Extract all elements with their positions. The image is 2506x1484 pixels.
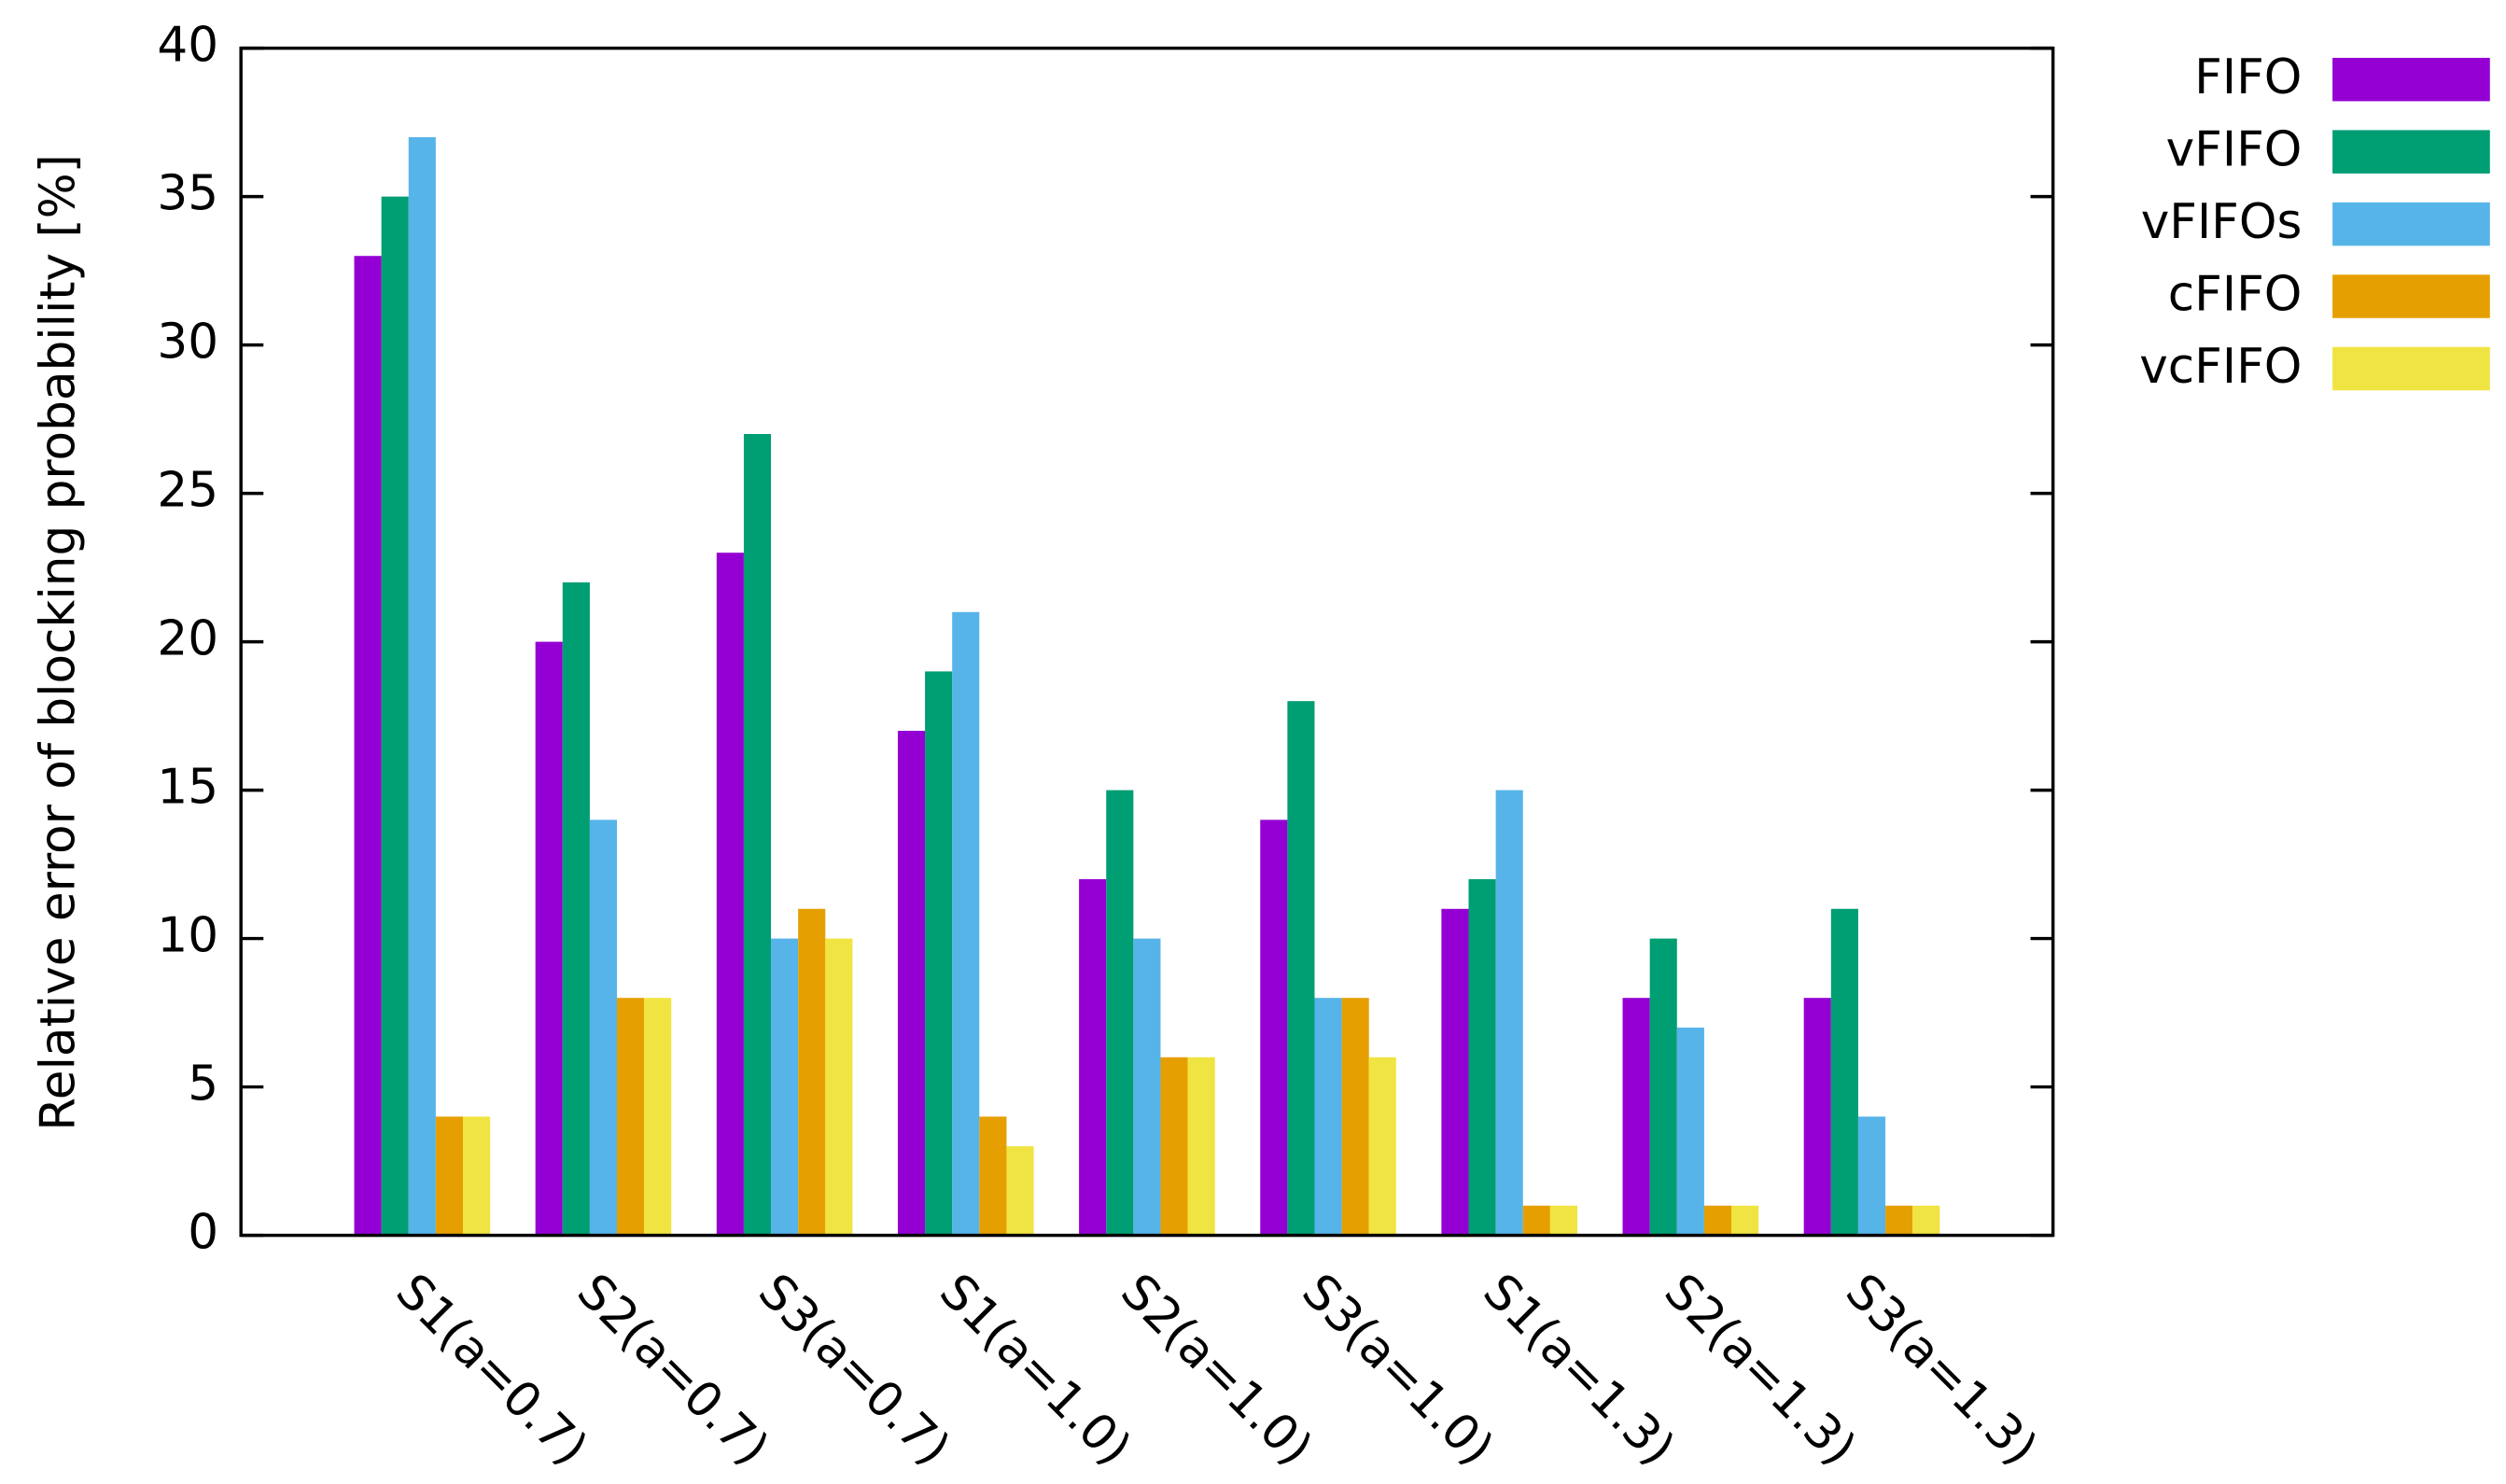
y-tick-label: 10 xyxy=(157,908,218,964)
legend-label: cFIFO xyxy=(2168,266,2303,322)
bar xyxy=(1703,1205,1732,1236)
x-tick-label: S3(a=1.0) xyxy=(1291,1264,1504,1477)
x-tick-label: S3(a=1.3) xyxy=(1835,1264,2048,1477)
legend-label: vFIFO xyxy=(2166,122,2303,178)
legend-label: FIFO xyxy=(2194,49,2302,105)
bar xyxy=(897,730,926,1236)
y-tick-label: 0 xyxy=(188,1205,218,1261)
bar xyxy=(1341,998,1369,1236)
plot-frame xyxy=(239,46,2055,1238)
bar xyxy=(1912,1205,1940,1236)
bar xyxy=(716,553,744,1236)
y-axis-label: Relative error of blocking probability [… xyxy=(30,154,86,1131)
bar xyxy=(408,137,436,1236)
bar xyxy=(354,256,382,1236)
bar xyxy=(1079,878,1107,1236)
bar xyxy=(1676,1027,1704,1236)
x-tick-label: S2(a=0.7) xyxy=(567,1264,779,1477)
legend-label: vcFIFO xyxy=(2139,339,2302,395)
bar xyxy=(1260,819,1288,1236)
bar xyxy=(1187,1057,1215,1236)
y-tick-label: 30 xyxy=(157,315,218,371)
bar xyxy=(589,819,618,1236)
bar xyxy=(1314,998,1342,1236)
bar xyxy=(1287,701,1315,1236)
bar xyxy=(798,908,826,1236)
bar xyxy=(381,196,409,1236)
y-tick-label: 40 xyxy=(157,18,218,74)
bar xyxy=(1006,1146,1034,1236)
bar xyxy=(535,641,563,1236)
bar xyxy=(1468,878,1496,1236)
x-tick-label: S2(a=1.0) xyxy=(1110,1264,1323,1477)
bar xyxy=(1106,790,1134,1236)
bar xyxy=(1622,998,1650,1236)
bar xyxy=(825,938,853,1236)
legend-swatch xyxy=(2332,274,2490,318)
y-tick-label: 5 xyxy=(188,1057,218,1113)
bar xyxy=(1160,1057,1188,1236)
y-tick-label: 15 xyxy=(157,760,218,816)
legend-label: vFIFOs xyxy=(2141,194,2303,250)
bar xyxy=(1830,908,1858,1236)
bar xyxy=(644,998,672,1236)
bar xyxy=(952,611,980,1236)
y-tick-label: 20 xyxy=(157,611,218,667)
x-tick-label: S1(a=0.7) xyxy=(385,1264,598,1477)
bar xyxy=(1731,1205,1759,1236)
bar xyxy=(463,1116,491,1236)
x-tick-label: S1(a=1.0) xyxy=(929,1264,1141,1477)
legend-swatch xyxy=(2332,130,2490,174)
bar xyxy=(435,1116,464,1236)
bar xyxy=(1803,998,1831,1236)
x-tick-label: S1(a=1.3) xyxy=(1472,1264,1685,1477)
bar xyxy=(562,582,590,1236)
bar xyxy=(979,1116,1007,1236)
bar xyxy=(1441,908,1469,1236)
bar xyxy=(1522,1205,1550,1236)
x-tick-label: S2(a=1.3) xyxy=(1654,1264,1867,1477)
bar xyxy=(1368,1057,1396,1236)
bar xyxy=(1549,1205,1578,1236)
bar xyxy=(1857,1116,1886,1236)
bar xyxy=(1885,1205,1913,1236)
y-tick-label: 35 xyxy=(157,166,218,222)
bar xyxy=(743,434,772,1236)
bar xyxy=(1495,790,1523,1236)
bar xyxy=(617,998,645,1236)
legend-swatch xyxy=(2332,346,2490,391)
legend-swatch xyxy=(2332,57,2490,102)
y-tick-label: 25 xyxy=(157,463,218,519)
bar xyxy=(1649,938,1677,1236)
bar xyxy=(925,671,953,1236)
bar xyxy=(1133,938,1161,1236)
x-tick-label: S3(a=0.7) xyxy=(748,1264,960,1477)
legend-swatch xyxy=(2332,202,2490,246)
bar xyxy=(771,938,799,1236)
